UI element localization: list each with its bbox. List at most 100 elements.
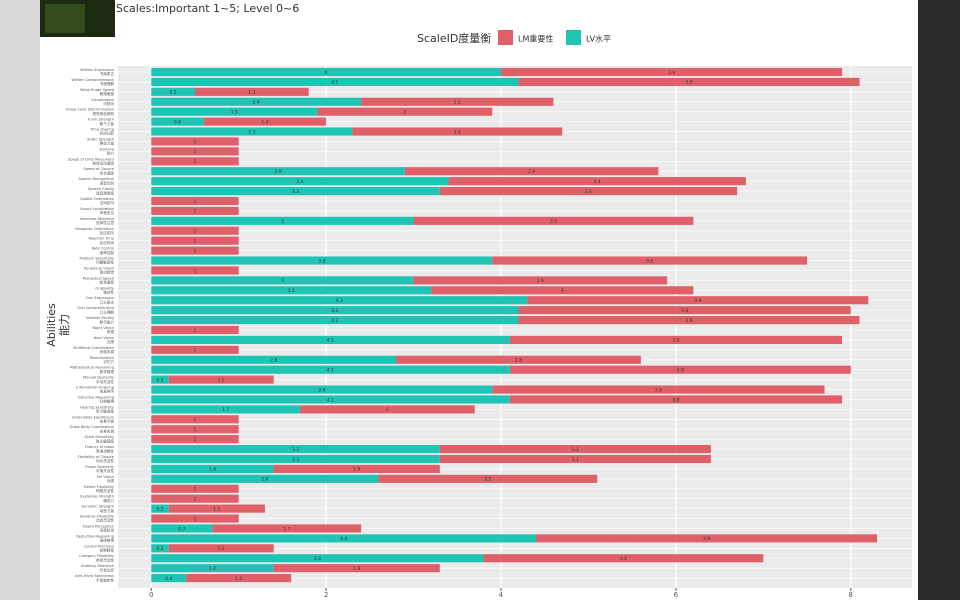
bar-label: 1.9 <box>231 109 238 115</box>
y-tick-label-zh: 多肢协调 <box>100 349 115 354</box>
y-tick-label-zh: 夜视 <box>107 329 115 334</box>
y-tick-label-zh: 听力敏感度 <box>96 409 114 414</box>
legend-swatch <box>566 30 581 45</box>
y-tick-label-zh: 书面理解 <box>100 81 115 86</box>
y-tick-label-zh: 伸展灵活性 <box>96 488 114 493</box>
bar-label: 3.9 <box>685 318 692 324</box>
y-tick-label-zh: 书面表达 <box>100 71 115 76</box>
bar <box>151 425 239 434</box>
y-tick-label-zh: 可视化 <box>103 101 114 106</box>
bar-label: 0.2 <box>156 546 163 552</box>
bar-label: 2 <box>386 407 389 413</box>
bar-label: 2.9 <box>528 169 535 175</box>
y-tick-label-zh: 闭合速度 <box>100 170 115 175</box>
y-tick-label: Oral Expression <box>86 296 114 300</box>
bar-label: 1.2 <box>218 546 225 552</box>
bar <box>151 405 300 414</box>
y-tick-label: Written Expression <box>80 68 114 72</box>
y-tick-label: Problem Sensitivity <box>79 257 114 261</box>
legend-label: LV水平 <box>586 34 611 44</box>
bar <box>151 484 239 493</box>
bar <box>151 157 239 166</box>
y-tick-label: Sound Localization <box>80 207 114 211</box>
y-tick-label-zh: 听觉注意 <box>100 567 115 572</box>
bar-label: 3.1 <box>572 457 579 463</box>
bar <box>151 494 239 503</box>
y-tick-label: Category Flexibility <box>79 554 115 558</box>
y-tick-label: Peripheral Vision <box>84 266 114 270</box>
bar-label: 2.8 <box>270 358 277 364</box>
bar <box>439 445 711 454</box>
bar <box>151 474 379 483</box>
bar-label: 4.3 <box>336 298 343 304</box>
bar-label: 4.1 <box>327 397 334 403</box>
bar <box>151 206 239 215</box>
plot-panel <box>118 66 912 588</box>
y-tick-label: Originality <box>95 286 114 290</box>
y-tick-label: Memorization <box>90 356 114 360</box>
y-tick-label: Night Vision <box>92 326 114 330</box>
bar-label: 0.2 <box>156 377 163 383</box>
bar <box>151 97 362 106</box>
bar <box>431 286 694 295</box>
bar <box>151 177 449 186</box>
y-tick-label-zh: 演绎推理 <box>100 538 115 543</box>
y-tick-label-zh: 眩光敏感度 <box>96 438 114 443</box>
bar <box>151 544 169 553</box>
x-tick-label: 4 <box>499 591 504 599</box>
bar <box>518 77 860 86</box>
bar <box>151 464 274 473</box>
bar-label: 3.2 <box>550 219 557 225</box>
bar-label: 1 <box>194 248 197 254</box>
y-tick-label-zh: 记忆力 <box>103 359 114 364</box>
y-tick-label-zh: 独创性 <box>103 290 114 295</box>
y-tick-label-zh: 全身协调 <box>100 428 115 433</box>
y-tick-label-zh: 速率控制 <box>100 250 115 255</box>
x-tick-label: 8 <box>849 591 853 599</box>
bar-label: 3.1 <box>572 447 579 453</box>
bar <box>151 276 414 285</box>
bar-label: 1 <box>194 159 197 165</box>
bar-label: 2.4 <box>253 100 260 106</box>
y-tick-label: Response Orientation <box>75 227 114 231</box>
bar <box>168 544 274 553</box>
logo-mark <box>45 4 85 33</box>
y-tick-label-zh: 语音识别 <box>100 180 115 185</box>
y-tick-label: Trunk Strength <box>87 118 114 122</box>
bar <box>212 524 362 533</box>
bar-label: 1.7 <box>222 407 229 413</box>
bar <box>378 474 598 483</box>
y-tick-label: Number Facility <box>86 316 115 320</box>
y-tick-label: Static Strength <box>87 137 114 141</box>
bar-label: 3.3 <box>292 447 299 453</box>
bar-label: 1.4 <box>261 119 268 125</box>
y-tick-label-zh: 语音清晰度 <box>96 190 114 195</box>
bar-label: 3 <box>281 278 284 284</box>
y-tick-label: Time Sharing <box>89 128 114 132</box>
y-tick-label: Gross Body Equilibrium <box>72 415 114 419</box>
y-tick-label: Perceptual Speed <box>83 276 114 280</box>
bar-label: 0.5 <box>170 90 177 96</box>
y-tick-label-zh: 耐力 <box>107 151 115 156</box>
bar-label: 1 <box>194 427 197 433</box>
bar <box>151 306 519 315</box>
bar-label: 3 <box>281 219 284 225</box>
bar-label: 1 <box>194 516 197 522</box>
y-tick-label-zh: 选择性注意 <box>96 220 114 225</box>
bar <box>151 137 239 146</box>
y-tick-label: Glare Sensitivity <box>85 435 115 439</box>
bar <box>535 534 878 543</box>
bar <box>396 355 641 364</box>
bar <box>151 514 239 523</box>
bar-label: 1 <box>194 238 197 244</box>
bar-label: 2.3 <box>248 129 255 135</box>
bar-label: 2.4 <box>454 129 461 135</box>
bar-label: 1.2 <box>235 576 242 582</box>
y-tick-label: Selective Attention <box>80 217 114 221</box>
bar-label: 3.9 <box>668 70 675 76</box>
y-tick-label-zh: 远视 <box>107 478 115 483</box>
bar <box>151 385 493 394</box>
bar-label: 1 <box>194 496 197 502</box>
bar-label: 3.8 <box>655 387 662 393</box>
